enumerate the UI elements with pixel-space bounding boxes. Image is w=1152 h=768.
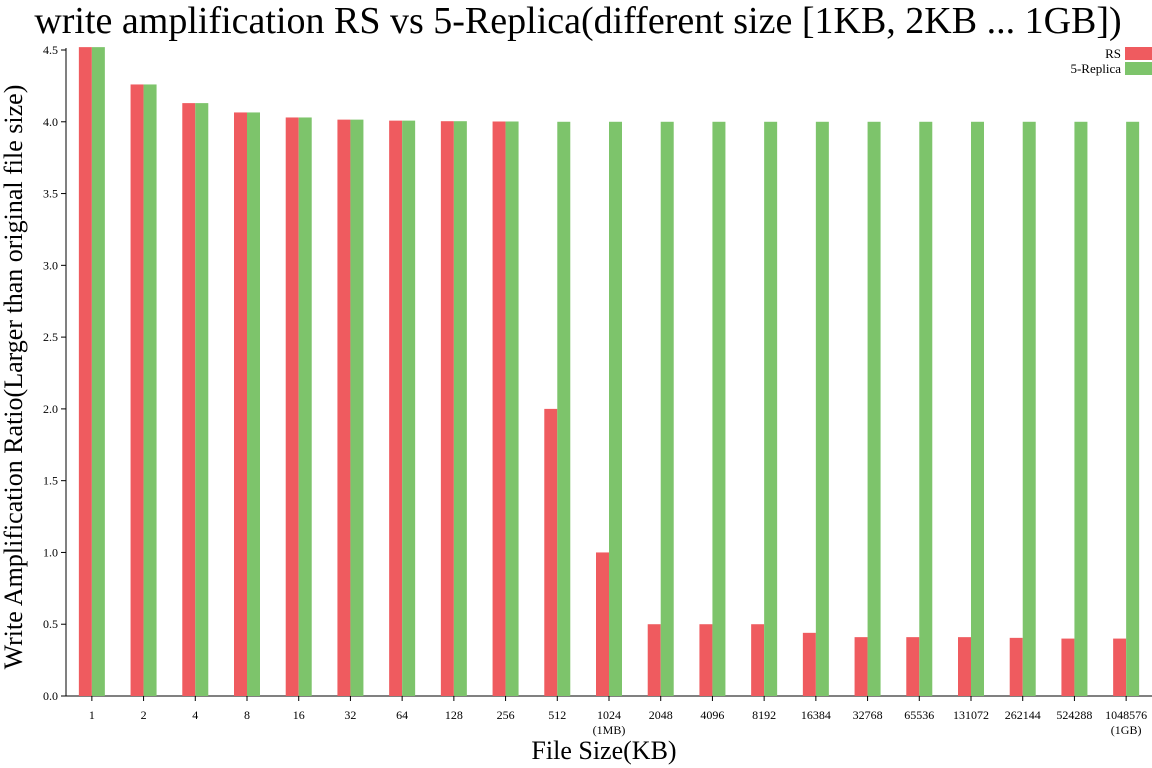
x-tick-label: 262144 xyxy=(1005,708,1041,722)
bar-rs-256 xyxy=(492,121,506,697)
x-tick-label: 1048576 xyxy=(1105,708,1147,722)
x-tick-label: 16 xyxy=(293,708,305,722)
x-tick-label: 4 xyxy=(192,708,198,722)
bar-rs-8192 xyxy=(751,624,765,696)
bar-rs-128 xyxy=(440,121,454,696)
bar-5-replica-32768 xyxy=(867,121,881,697)
bar-5-replica-16 xyxy=(298,117,312,696)
x-tick-label: 64 xyxy=(396,708,408,722)
x-tick-label: 2048 xyxy=(649,708,673,722)
x-tick-label: 128 xyxy=(445,708,463,722)
y-tick-label: 3.0 xyxy=(43,258,58,272)
bar-rs-2048 xyxy=(647,624,661,696)
y-tick-label: 1.5 xyxy=(43,474,58,488)
y-axis: 0.0 0.5 1.0 1.5 2.0 2.5 3.0 3.5 4.0 4.5 xyxy=(43,43,67,703)
bar-rs-32768 xyxy=(854,637,868,696)
bar-rs-16 xyxy=(285,117,299,696)
bar-5-replica-131072 xyxy=(971,121,984,697)
bar-rs-16384 xyxy=(802,632,816,696)
bar-rs-2 xyxy=(130,84,144,697)
y-tick-label: 4.5 xyxy=(43,43,58,57)
legend-swatch xyxy=(1125,62,1152,75)
bars-group xyxy=(78,47,1140,697)
legend: RS5-Replica xyxy=(1070,46,1152,76)
bar-5-replica-256 xyxy=(505,121,519,697)
x-tick-label: 2 xyxy=(141,708,147,722)
legend-label: 5-Replica xyxy=(1070,61,1121,76)
x-tick-label: 1 xyxy=(89,708,95,722)
bar-rs-64 xyxy=(389,120,403,696)
x-tick-label: 1024 xyxy=(597,708,621,722)
y-tick-label: 4.0 xyxy=(43,115,58,129)
bar-5-replica-2 xyxy=(143,84,157,697)
bar-5-replica-4096 xyxy=(712,121,726,697)
x-axis: 1 2 4 8 16 32 64 128 256 512 1024(1MB) 2048 4096 8192… xyxy=(66,695,1152,737)
bar-5-replica-262144 xyxy=(1022,121,1036,697)
bar-5-replica-64 xyxy=(402,120,416,696)
chart-title: write amplification RS vs 5-Replica(diff… xyxy=(34,0,1121,42)
bar-rs-8 xyxy=(234,112,247,697)
bar-5-replica-16384 xyxy=(815,121,829,697)
y-tick-label: 2.5 xyxy=(43,330,58,344)
bar-rs-32 xyxy=(337,119,351,696)
y-tick-label: 2.0 xyxy=(43,402,58,416)
bar-5-replica-1024 xyxy=(609,121,622,697)
bar-5-replica-65536 xyxy=(919,121,933,697)
x-tick-label: 256 xyxy=(497,708,515,722)
bar-5-replica-512 xyxy=(557,121,571,697)
x-tick-label: 524288 xyxy=(1056,708,1092,722)
y-tick-label: 3.5 xyxy=(43,187,58,201)
y-tick-label: 1.0 xyxy=(43,545,58,559)
bar-5-replica-524288 xyxy=(1074,121,1088,697)
y-axis-label: Write Amplification Ratio(Larger than or… xyxy=(0,85,28,670)
bar-rs-262144 xyxy=(1009,637,1023,696)
x-tick-label: 16384 xyxy=(801,708,831,722)
y-tick-label: 0.5 xyxy=(43,617,58,631)
x-tick-label: 4096 xyxy=(700,708,724,722)
bar-5-replica-2048 xyxy=(660,121,674,697)
x-tick-label: 512 xyxy=(548,708,566,722)
x-tick-label: 131072 xyxy=(953,708,989,722)
x-tick-label: 32 xyxy=(344,708,356,722)
x-tick-sublabel: (1GB) xyxy=(1111,723,1142,737)
x-axis-label: File Size(KB) xyxy=(531,736,676,765)
x-tick-label: 8 xyxy=(244,708,250,722)
bar-rs-1 xyxy=(78,47,92,696)
bar-rs-65536 xyxy=(906,637,920,696)
bar-5-replica-1048576 xyxy=(1126,121,1140,697)
x-tick-label: 65536 xyxy=(904,708,934,722)
x-tick-label: 8192 xyxy=(752,708,776,722)
bar-rs-524288 xyxy=(1061,638,1075,696)
bar-rs-4 xyxy=(182,103,196,697)
bar-5-replica-8 xyxy=(247,112,260,697)
x-tick-sublabel: (1MB) xyxy=(593,723,626,737)
bar-5-replica-32 xyxy=(350,119,364,696)
bar-rs-512 xyxy=(544,408,558,696)
bar-rs-4096 xyxy=(699,624,713,696)
legend-swatch xyxy=(1125,47,1152,60)
x-tick-label: 32768 xyxy=(853,708,883,722)
bar-5-replica-4 xyxy=(195,103,209,697)
bar-rs-1024 xyxy=(596,552,609,696)
bar-5-replica-1 xyxy=(91,47,105,696)
bar-5-replica-128 xyxy=(453,121,467,696)
bar-5-replica-8192 xyxy=(764,121,778,697)
y-tick-label: 0.0 xyxy=(43,689,58,703)
legend-label: RS xyxy=(1105,46,1121,61)
bar-rs-131072 xyxy=(958,637,971,696)
bar-rs-1048576 xyxy=(1113,638,1127,696)
